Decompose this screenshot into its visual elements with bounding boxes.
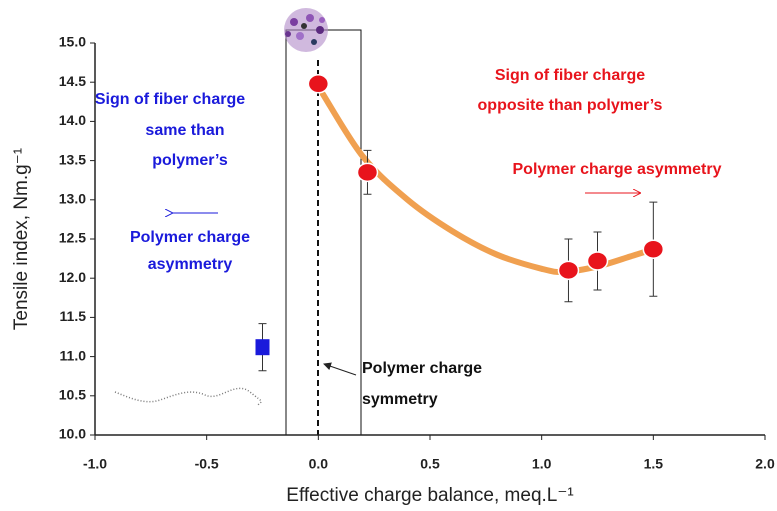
annotation: Sign of fiber charge: [95, 91, 245, 108]
polymer-icon: [284, 8, 328, 52]
x-tick-label: 0.0: [309, 456, 329, 472]
x-tick-label: -0.5: [195, 456, 219, 472]
x-tick-label: -1.0: [83, 456, 107, 472]
page: Sign of fiber charge same than polymer’s…: [0, 0, 777, 511]
point: [558, 261, 578, 279]
chart: Sign of fiber charge same than polymer’s…: [0, 0, 777, 511]
y-tick-label: 13.0: [59, 191, 86, 207]
y-tick-label: 12.5: [59, 230, 86, 246]
decoration: [115, 388, 261, 405]
x-tick-label: 1.0: [532, 456, 552, 472]
x-tick-label: 0.5: [420, 456, 440, 472]
y-tick-label: 14.0: [59, 112, 86, 128]
point: [643, 240, 663, 258]
point: [308, 75, 328, 93]
y-tick-label: 10.5: [59, 387, 86, 403]
y-axis-label: Tensile index, Nm.g⁻¹: [11, 148, 32, 330]
annotation: polymer’s: [152, 152, 228, 169]
annotation: asymmetry: [148, 256, 233, 273]
annotation: Polymer charge: [362, 360, 482, 377]
annotation: Polymer charge: [130, 229, 250, 246]
point: [256, 339, 270, 355]
annotation: Polymer charge asymmetry: [513, 161, 722, 178]
x-tick-label: 2.0: [755, 456, 775, 472]
y-tick-label: 13.5: [59, 151, 86, 167]
y-tick-label: 12.0: [59, 269, 86, 285]
annotation: Sign of fiber charge: [495, 67, 645, 84]
point: [588, 252, 608, 270]
y-tick-label: 10.0: [59, 426, 86, 442]
annotation: same than: [145, 122, 224, 139]
x-tick-label: 1.5: [644, 456, 664, 472]
y-tick-label: 11.5: [60, 308, 87, 324]
annotation: opposite than polymer’s: [478, 97, 663, 114]
fit-curve: [323, 94, 654, 272]
annotation: symmetry: [362, 391, 438, 408]
y-tick-label: 11.0: [60, 347, 87, 363]
y-tick-label: 15.0: [59, 34, 86, 50]
x-axis-label: Effective charge balance, meq.L⁻¹: [286, 485, 573, 506]
arrow: [324, 364, 356, 375]
y-tick-label: 14.5: [59, 73, 86, 89]
point: [357, 163, 377, 181]
